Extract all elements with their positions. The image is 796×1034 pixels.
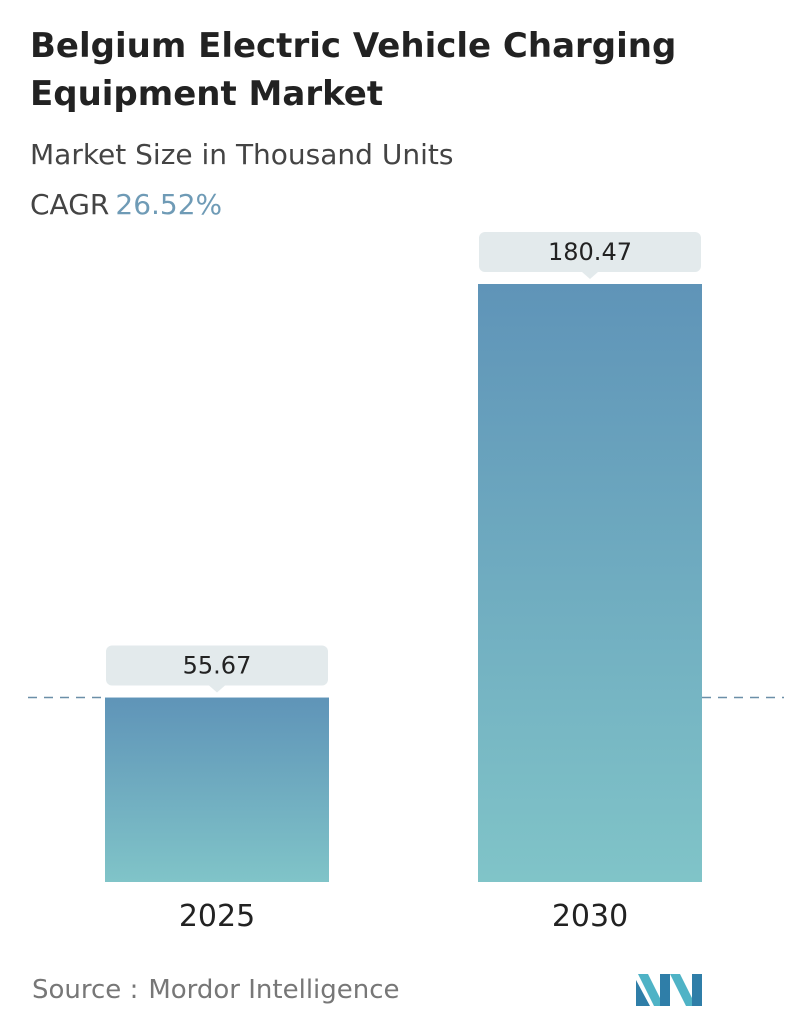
cagr: CAGR 26.52%: [30, 188, 222, 221]
cagr-value: 26.52%: [115, 188, 223, 221]
bar-2025: [105, 697, 329, 882]
value-label-pointer: [582, 272, 598, 279]
category-label: 2025: [179, 899, 255, 934]
bar-chart: 55.67 2025 180.47 2030: [28, 232, 784, 934]
cagr-label: CAGR: [30, 188, 110, 221]
chart-title: Belgium Electric Vehicle Charging Equipm…: [30, 26, 677, 114]
value-label-bubble: [479, 232, 701, 272]
bar-2030: [478, 284, 702, 882]
source-label: Source :: [32, 975, 139, 1005]
value-label: 180.47: [548, 238, 632, 266]
source-line: Source : Mordor Intelligence: [32, 975, 400, 1005]
mordor-intelligence-logo-icon: [636, 974, 702, 1006]
value-label-pointer: [209, 685, 225, 693]
category-label: 2030: [552, 899, 628, 934]
value-label-bubble: [106, 645, 328, 686]
chart-subtitle: Market Size in Thousand Units: [30, 138, 454, 171]
source-name: Mordor Intelligence: [148, 975, 400, 1005]
value-label: 55.67: [183, 652, 252, 680]
